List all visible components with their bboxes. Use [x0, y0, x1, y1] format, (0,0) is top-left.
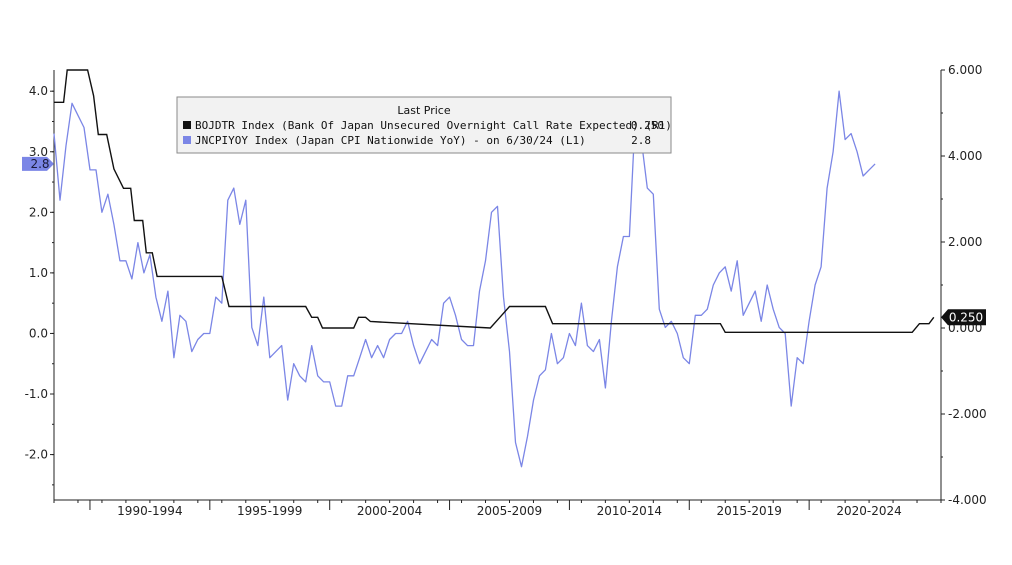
left-tick-label: -2.0 [25, 448, 48, 462]
legend-label-rate: BOJDTR Index (Bank Of Japan Unsecured Ov… [195, 119, 672, 132]
x-tick-label: 2015-2019 [717, 504, 782, 518]
x-tick-label: 2005-2009 [477, 504, 542, 518]
last-value-tag-cpi [22, 156, 54, 171]
right-tick-label: -2.000 [948, 407, 987, 421]
axes: -2.0-1.00.01.02.03.04.0-4.000-2.0000.000… [25, 63, 987, 518]
legend-value-rate: 0.250 [631, 119, 664, 132]
last-value-tags: 2.8 0.250 [22, 156, 986, 326]
x-tick-label: 1990-1994 [117, 504, 182, 518]
legend-swatch-rate [183, 121, 191, 129]
series-layer [53, 69, 935, 468]
left-tick-label: -1.0 [25, 387, 48, 401]
x-tick-label: 2020-2024 [836, 504, 901, 518]
left-tick-label: 2.0 [29, 205, 48, 219]
legend: Last Price BOJDTR Index (Bank Of Japan U… [176, 96, 672, 154]
x-tick-label: 2010-2014 [597, 504, 662, 518]
last-value-tag-rate-label: 0.250 [949, 310, 983, 324]
last-value-tag-rate [941, 309, 986, 326]
legend-swatch-cpi [183, 136, 191, 144]
left-tick-label: 3.0 [29, 145, 48, 159]
legend-value-cpi: 2.8 [631, 134, 651, 147]
series-line-cpi [53, 90, 876, 468]
right-tick-label: -4.000 [948, 493, 987, 507]
last-value-tag-cpi-label: 2.8 [30, 157, 49, 171]
legend-box [176, 96, 672, 154]
legend-title: Last Price [397, 104, 450, 117]
left-tick-label: 1.0 [29, 266, 48, 280]
x-tick-label: 2000-2004 [357, 504, 422, 518]
left-tick-label: 0.0 [29, 326, 48, 340]
legend-label-cpi: JNCPIYOY Index (Japan CPI Nationwide YoY… [195, 134, 586, 147]
series-line-rate [54, 69, 935, 333]
right-tick-label: 6.000 [948, 63, 982, 77]
left-tick-label: 4.0 [29, 84, 48, 98]
right-tick-label: 2.000 [948, 235, 982, 249]
right-tick-label: 4.000 [948, 149, 982, 163]
x-tick-label: 1995-1999 [237, 504, 302, 518]
